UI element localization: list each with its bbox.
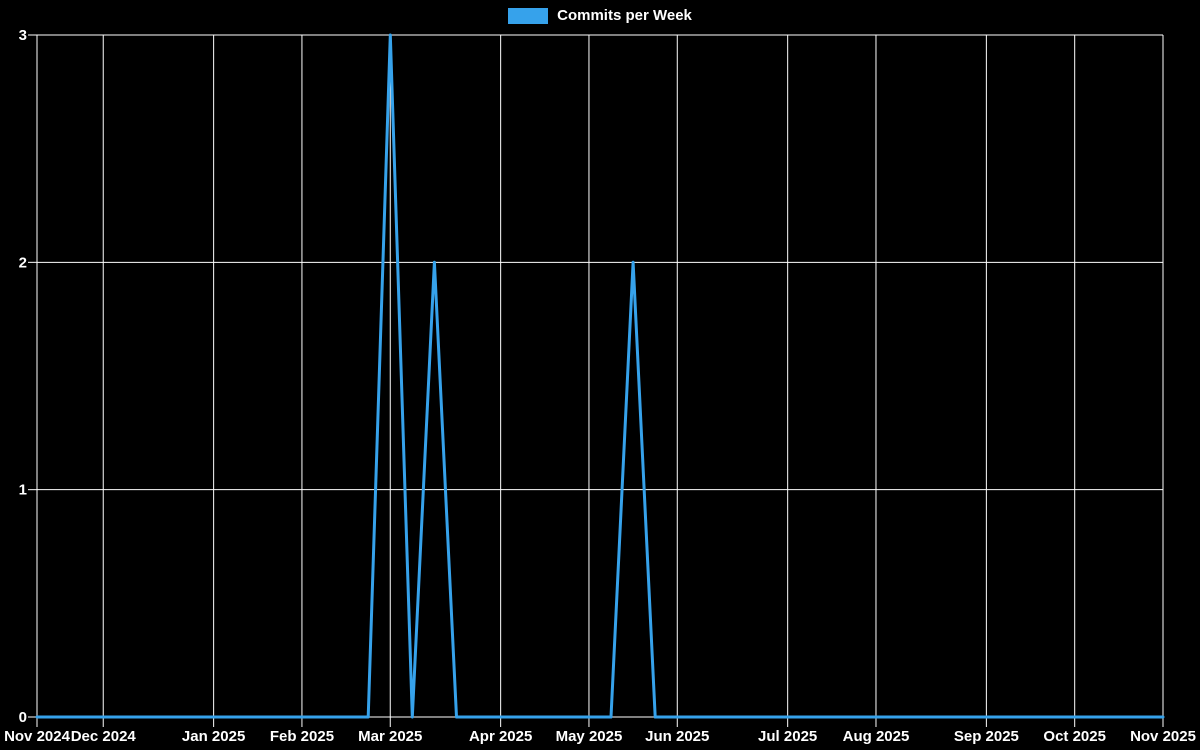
legend-label: Commits per Week [557,7,692,24]
y-tick-label: 2 [19,254,27,271]
x-tick-label: Dec 2024 [71,728,137,745]
commits-line-series [35,33,1165,719]
y-tick-label: 1 [19,482,27,499]
x-tick-label: Apr 2025 [469,728,532,745]
x-tick-label: Nov 2024 [4,728,71,745]
x-tick-label: Jul 2025 [758,728,817,745]
chart-legend: Commits per Week [0,8,1200,24]
y-tick-label: 3 [19,27,27,44]
x-tick-label: Aug 2025 [843,728,910,745]
x-tick-label: Nov 2025 [1130,728,1196,745]
x-tick-label: Jun 2025 [645,728,709,745]
x-tick-label: May 2025 [556,728,623,745]
x-tick-label: Sep 2025 [954,728,1019,745]
legend-swatch-icon [508,8,549,24]
x-tick-label: Mar 2025 [358,728,422,745]
x-tick-label: Oct 2025 [1043,728,1106,745]
x-tick-label: Feb 2025 [270,728,334,745]
legend-item-commits-per-week[interactable]: Commits per Week [508,8,692,24]
x-tick-label: Jan 2025 [182,728,245,745]
y-tick-label: 0 [19,709,27,726]
